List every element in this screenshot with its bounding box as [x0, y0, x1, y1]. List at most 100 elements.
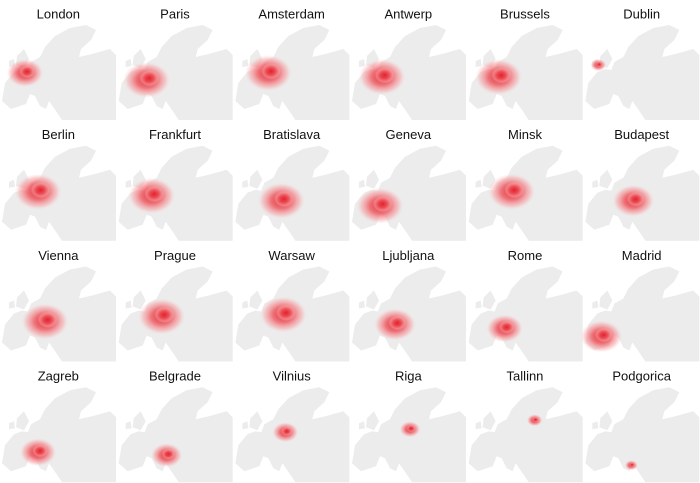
map	[352, 145, 466, 241]
map-panel: Dublin	[585, 6, 700, 120]
map-panel: Ljubljana	[352, 248, 466, 362]
panel-title: Vienna	[38, 248, 79, 263]
panel-title: Rome	[508, 248, 543, 263]
europe-silhouette	[468, 387, 583, 483]
heat-core	[372, 195, 393, 213]
panel-title: Budapest	[614, 127, 669, 142]
heat-core	[388, 315, 407, 331]
heat-core	[499, 320, 515, 334]
heat-core	[626, 191, 645, 207]
heat-core	[374, 67, 395, 84]
heat-core	[19, 65, 35, 78]
map-panel: Vilnius	[235, 369, 350, 483]
map	[585, 387, 700, 483]
heat-core	[406, 424, 416, 433]
panel-title: Frankfurt	[149, 127, 201, 142]
map	[468, 25, 583, 120]
panel-title: Minsk	[508, 127, 542, 142]
europe-silhouette	[585, 387, 700, 483]
panel-title: Ljubljana	[382, 248, 435, 263]
map	[580, 266, 700, 362]
map-panel: Belgrade	[118, 369, 233, 483]
panel-title: Podgorica	[612, 369, 671, 384]
map-panel: Minsk	[468, 127, 583, 241]
panel-title: Zagreb	[38, 369, 79, 384]
europe-silhouette	[118, 387, 233, 483]
map-panel: Tallinn	[468, 369, 583, 483]
heat-core	[281, 426, 293, 436]
panel-title: Bratislava	[263, 127, 321, 142]
panel-title: Amsterdam	[258, 6, 324, 21]
panel-title: Tallinn	[507, 369, 544, 384]
map	[468, 387, 583, 483]
panel-title: Paris	[160, 6, 190, 21]
map	[352, 387, 466, 483]
map	[118, 145, 233, 241]
europe-silhouette	[585, 25, 700, 120]
panel-title: Warsaw	[268, 248, 315, 263]
map-panel: Vienna	[2, 248, 116, 362]
map	[235, 387, 350, 483]
map-panel: Rome	[468, 248, 583, 362]
panel-title: Dublin	[623, 6, 660, 21]
heat-core	[261, 63, 281, 80]
panel-title: Prague	[154, 248, 196, 263]
map-panel: Geneva	[352, 127, 466, 241]
map-panel: Amsterdam	[235, 6, 350, 120]
map	[585, 25, 700, 120]
heat-core	[504, 181, 525, 199]
panel-title: Brussels	[500, 6, 550, 21]
panel-title: Berlin	[42, 127, 75, 142]
map	[468, 145, 583, 241]
panel-title: Riga	[395, 369, 423, 384]
map	[118, 266, 233, 362]
map	[468, 266, 583, 362]
map-panel: Budapest	[585, 127, 700, 241]
heat-core	[629, 462, 635, 467]
panel-title: Vilnius	[273, 369, 312, 384]
panel-title: Madrid	[622, 248, 662, 263]
heat-core	[532, 416, 539, 423]
heat-core	[274, 190, 294, 208]
map-panel: Berlin	[2, 127, 116, 241]
map-panel: London	[2, 6, 116, 120]
map-panel: Antwerp	[352, 6, 466, 120]
map	[118, 387, 233, 483]
map	[235, 266, 350, 362]
map-panel: Prague	[118, 248, 233, 362]
map	[2, 145, 116, 241]
map-panel: Warsaw	[235, 248, 350, 362]
map-panel: Zagreb	[2, 369, 116, 483]
panel-title: Antwerp	[384, 6, 432, 21]
map	[235, 145, 350, 241]
map-panel: Frankfurt	[118, 127, 233, 241]
heat-core	[37, 311, 58, 328]
map	[2, 387, 116, 483]
panel-title: London	[37, 6, 80, 21]
heat-core	[154, 306, 175, 323]
map	[352, 266, 466, 362]
heat-core	[595, 61, 603, 68]
map-panel: Paris	[118, 6, 233, 120]
heat-core	[139, 70, 160, 87]
map	[2, 266, 116, 362]
heat-core	[276, 304, 296, 321]
europe-silhouette	[2, 387, 116, 483]
heat-core	[32, 444, 48, 458]
map	[352, 25, 466, 120]
map-panel: Bratislava	[235, 127, 350, 241]
map-panel: Podgorica	[585, 369, 700, 483]
heat-core	[161, 448, 176, 460]
map-panel: Brussels	[468, 6, 583, 120]
heat-core	[491, 67, 512, 84]
map	[2, 25, 116, 120]
heat-core	[144, 185, 165, 203]
panel-title: Geneva	[386, 127, 432, 142]
map-panel: Madrid	[580, 248, 700, 362]
map	[118, 25, 233, 120]
heat-core	[594, 327, 613, 343]
map	[235, 25, 350, 120]
panel-title: Belgrade	[149, 369, 201, 384]
